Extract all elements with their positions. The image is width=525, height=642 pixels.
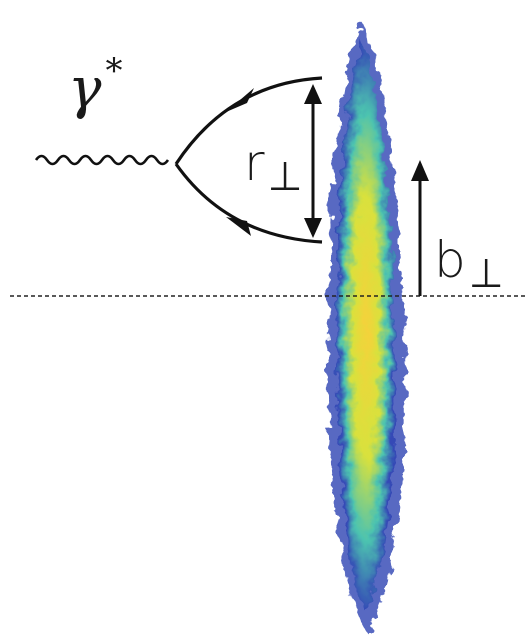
impact-parameter-label: b⊥	[434, 231, 504, 297]
lower-arrowhead-icon	[226, 217, 251, 236]
quark-line-upper	[174, 76, 323, 165]
quark-line-lower	[174, 163, 323, 244]
impact-parameter-arrow	[411, 160, 429, 296]
photon-label: γ *	[68, 51, 123, 122]
upper-arrowhead-icon	[226, 88, 254, 112]
dipole-size-arrow	[304, 84, 322, 238]
photon-wavy-line	[34, 154, 170, 166]
target-color-glass	[327, 22, 406, 634]
dipole-size-label: r⊥	[244, 134, 303, 200]
